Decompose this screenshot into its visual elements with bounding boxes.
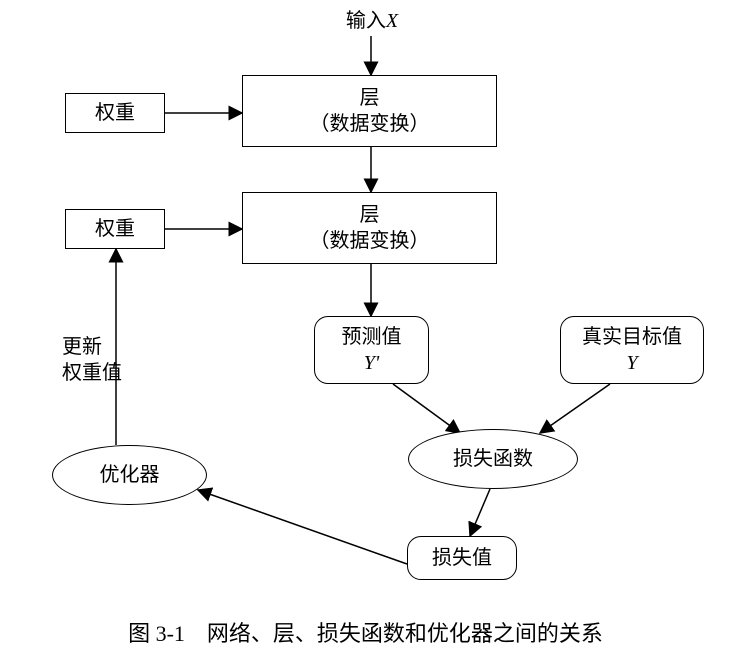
update-line2: 权重值 [62, 360, 172, 386]
edge-lossval-optimizer [198, 490, 407, 564]
layer2-node: 层 （数据变换） [242, 192, 497, 264]
layer1-line1: 层 [360, 85, 380, 111]
nn-training-flowchart: 输入X 权重 层 （数据变换） 权重 层 （数据变换） 预测值 Y' 真实目标值… [0, 0, 731, 660]
target-line1: 真实目标值 [582, 324, 682, 350]
weights2-text: 权重 [95, 216, 135, 242]
weights2-node: 权重 [65, 209, 165, 249]
update-weights-label: 更新 权重值 [62, 334, 172, 386]
layer2-line2: （数据变换） [310, 228, 430, 254]
optimizer-text: 优化器 [100, 462, 160, 488]
edge-pred-lossfn [393, 384, 460, 433]
input-text-x: X [386, 10, 398, 32]
pred-line1: 预测值 [342, 324, 402, 350]
edge-target-lossfn [540, 384, 610, 433]
input-x-label: 输入X [312, 8, 432, 34]
update-line1: 更新 [62, 334, 172, 360]
optimizer-node: 优化器 [52, 445, 207, 505]
layer1-line2: （数据变换） [310, 111, 430, 137]
layer2-line1: 层 [360, 202, 380, 228]
prediction-node: 预测值 Y' [314, 316, 429, 384]
edge-lossfn-lossval [470, 489, 490, 536]
lossval-node: 损失值 [407, 536, 517, 580]
lossval-text: 损失值 [432, 545, 492, 571]
target-node: 真实目标值 Y [560, 316, 704, 384]
figure-caption: 图 3-1 网络、层、损失函数和优化器之间的关系 [0, 616, 731, 648]
input-text-cn: 输入 [346, 10, 386, 32]
weights1-text: 权重 [95, 100, 135, 126]
weights1-node: 权重 [65, 93, 165, 133]
pred-line2: Y' [364, 350, 379, 376]
target-line2: Y [626, 350, 637, 376]
lossfn-node: 损失函数 [408, 429, 578, 489]
lossfn-text: 损失函数 [453, 446, 533, 472]
layer1-node: 层 （数据变换） [242, 75, 497, 147]
